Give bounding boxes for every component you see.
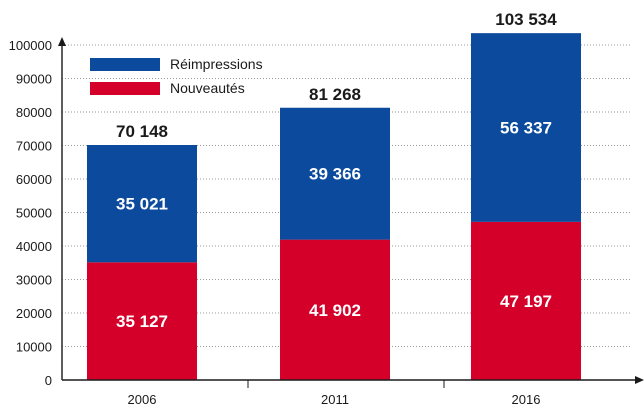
bar-value-label: 35 127 [116, 312, 168, 331]
x-axis-arrow [635, 376, 644, 384]
legend-swatch [90, 58, 160, 71]
x-tick-label: 2016 [512, 392, 541, 407]
legend-label: Nouveautés [170, 80, 245, 96]
bar-segment [280, 239, 390, 380]
y-tick-label: 60000 [16, 172, 52, 187]
y-axis-arrow [58, 37, 66, 46]
legend-swatch [90, 82, 160, 95]
bar-total-label: 70 148 [116, 122, 168, 141]
bar-value-label: 39 366 [309, 165, 361, 184]
y-tick-label: 50000 [16, 206, 52, 221]
y-tick-label: 100000 [9, 38, 52, 53]
y-tick-label: 90000 [16, 72, 52, 87]
legend: Réimpressions Nouveautés [90, 56, 263, 96]
bar-segment [471, 221, 581, 380]
axes [58, 37, 644, 388]
bar-value-label: 41 902 [309, 301, 361, 320]
bar-total-label: 103 534 [495, 10, 557, 29]
bar-segment [280, 107, 390, 240]
y-tick-label: 40000 [16, 239, 52, 254]
bar-value-label: 35 021 [116, 195, 168, 214]
y-tick-label: 30000 [16, 273, 52, 288]
bar-total-label: 81 268 [309, 85, 361, 104]
bar-segment [471, 33, 581, 222]
y-tick-label: 10000 [16, 340, 52, 355]
bar-segment [87, 262, 197, 380]
y-tick-label: 80000 [16, 105, 52, 120]
y-tick-label: 70000 [16, 139, 52, 154]
bar-value-label: 56 337 [500, 119, 552, 138]
y-tick-label: 0 [45, 373, 52, 388]
x-tick-label: 2006 [128, 392, 157, 407]
x-tick-label: 2011 [321, 392, 349, 407]
legend-label: Réimpressions [170, 56, 263, 72]
bars [87, 33, 581, 380]
labels: 0 10000 20000 30000 40000 50000 60000 70000 8000… [9, 10, 558, 407]
y-tick-label: 20000 [16, 306, 52, 321]
bar-value-label: 47 197 [500, 292, 552, 311]
bar-segment [87, 145, 197, 263]
